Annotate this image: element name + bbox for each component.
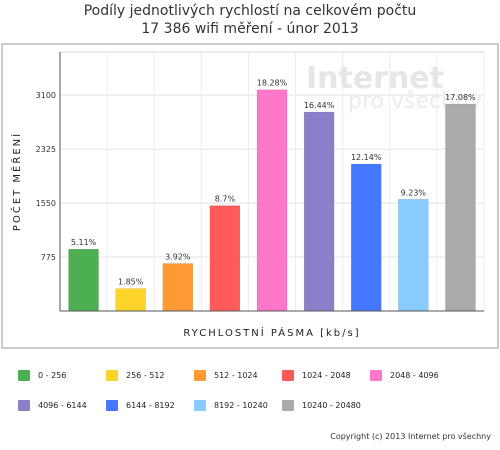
bar-4096-6144 xyxy=(303,111,335,312)
legend-item: 1024 - 2048 xyxy=(282,368,370,382)
data-label: 3.92% xyxy=(165,253,191,262)
legend-swatch xyxy=(106,399,118,411)
legend-swatch xyxy=(370,369,382,381)
legend-swatch xyxy=(18,399,30,411)
bar-8192-10240 xyxy=(398,199,429,312)
y-tick-label: 3100 xyxy=(36,91,56,100)
chart-legend: 0 - 256 256 - 512 512 - 1024 1024 - 2048 204… xyxy=(18,368,488,412)
data-label: 16.44% xyxy=(304,101,335,110)
legend-label: 6144 - 8192 xyxy=(126,400,175,410)
bar-256-512 xyxy=(115,288,146,312)
legend-item: 256 - 512 xyxy=(106,368,194,382)
x-axis-label: RYCHLOSTNÍ PÁSMA [kb/s] xyxy=(183,326,360,339)
copyright-text: Copyright (c) 2013 Internet pro všechny xyxy=(330,432,491,441)
chart-title-line2: 17 386 wifi měření - únor 2013 xyxy=(141,21,359,37)
legend-label: 2048 - 4096 xyxy=(390,370,439,380)
data-label: 12.14% xyxy=(351,153,382,162)
legend-swatch xyxy=(194,399,206,411)
chart-title: Podíly jednotlivých rychlostí na celkové… xyxy=(0,2,500,38)
legend-label: 512 - 1024 xyxy=(214,370,258,380)
legend-label: 8192 - 10240 xyxy=(214,400,268,410)
chart-title-line1: Podíly jednotlivých rychlostí na celkové… xyxy=(83,3,417,19)
y-axis-label: POČET MĚŘENÍ xyxy=(10,132,23,231)
bar-6144-8192 xyxy=(350,163,382,312)
y-tick-label: 1550 xyxy=(36,199,56,208)
data-label: 5.11% xyxy=(71,238,97,247)
legend-swatch xyxy=(282,399,294,411)
y-tick-label: 775 xyxy=(41,253,56,262)
legend-swatch xyxy=(282,369,294,381)
data-label: 9.23% xyxy=(401,188,427,197)
legend-swatch xyxy=(194,369,206,381)
legend-swatch xyxy=(18,369,30,381)
legend-item: 10240 - 20480 xyxy=(282,398,370,412)
bar-10240-20480 xyxy=(445,103,476,312)
bar-512-1024 xyxy=(162,263,194,312)
legend-item: 2048 - 4096 xyxy=(370,368,458,382)
legend-item: 4096 - 6144 xyxy=(18,398,106,412)
watermark-line1: Internet xyxy=(306,61,444,96)
data-label: 8.7% xyxy=(215,195,236,204)
legend-label: 256 - 512 xyxy=(126,370,165,380)
y-tick-label: 2325 xyxy=(36,145,56,154)
bar-2048-4096 xyxy=(256,89,288,312)
bar-0-256 xyxy=(68,248,99,312)
legend-item: 512 - 1024 xyxy=(194,368,282,382)
legend-label: 10240 - 20480 xyxy=(302,400,361,410)
data-label: 17.08% xyxy=(445,93,476,102)
bar-1024-2048 xyxy=(209,205,241,312)
legend-label: 4096 - 6144 xyxy=(38,400,87,410)
legend-label: 0 - 256 xyxy=(38,370,67,380)
legend-item: 6144 - 8192 xyxy=(106,398,194,412)
legend-item: 8192 - 10240 xyxy=(194,398,282,412)
data-label: 18.28% xyxy=(257,79,288,88)
data-label: 1.85% xyxy=(118,278,144,287)
legend-label: 1024 - 2048 xyxy=(302,370,351,380)
legend-item: 0 - 256 xyxy=(18,368,106,382)
legend-swatch xyxy=(106,369,118,381)
